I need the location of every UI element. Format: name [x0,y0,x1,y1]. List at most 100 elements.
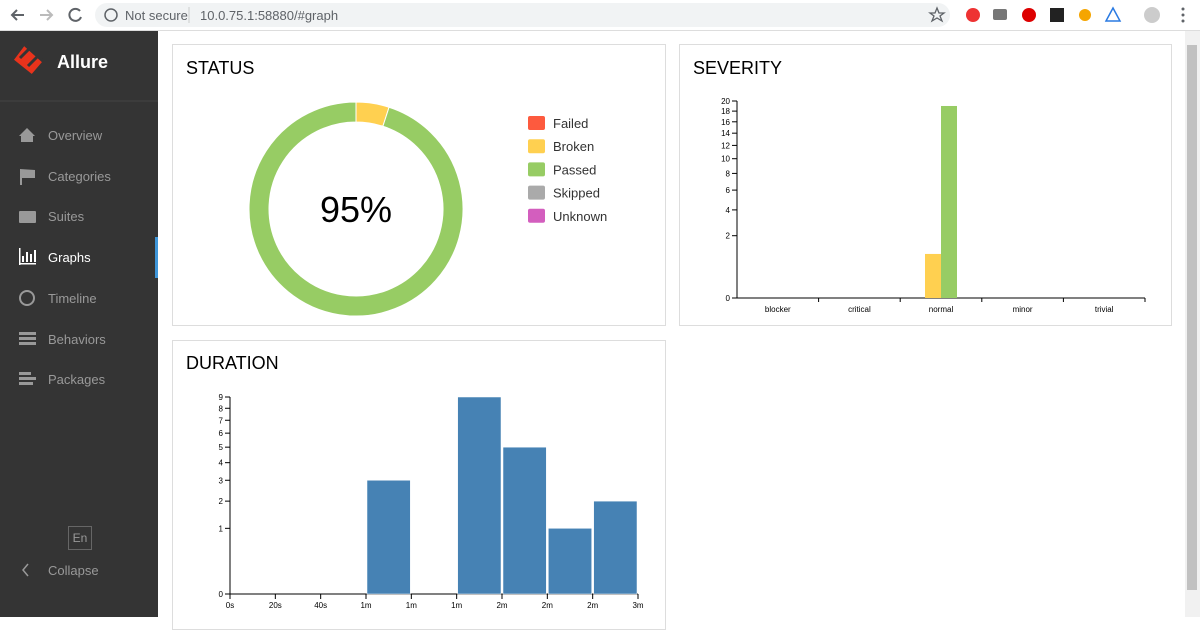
y-tick-label: 12 [721,141,730,150]
y-tick-label: 9 [219,393,224,402]
y-tick-label: 20 [721,97,730,106]
url[interactable]: 10.0.75.1:58880/#graph [200,8,339,23]
legend-label: Broken [553,139,594,154]
extension-icon[interactable] [993,9,1007,20]
donut-slice [248,101,464,317]
scrollbar-thumb[interactable] [1187,45,1197,590]
legend-swatch [528,116,545,130]
star-icon[interactable] [928,6,946,23]
x-tick-label: 3m [632,601,643,610]
x-tick-label: 1m [451,601,462,610]
y-tick-label: 2 [726,232,731,241]
menu-icon[interactable] [1181,7,1185,11]
y-tick-label: 3 [219,476,224,485]
nav-icon [19,290,35,306]
reload-icon[interactable] [68,7,82,22]
extension-icon[interactable] [1104,6,1122,22]
y-tick-label: 8 [219,404,224,413]
x-tick-label: blocker [765,305,791,314]
nav-icon [19,372,36,385]
x-tick-label: 0s [226,601,234,610]
security-label[interactable]: Not secure [125,8,188,23]
histogram-bar [502,446,547,595]
nav-icon [20,169,35,185]
nav-item[interactable]: Behaviors [48,332,106,347]
bar [941,105,957,298]
collapse-icon[interactable] [22,563,29,577]
extension-icon[interactable] [1079,9,1091,21]
y-tick-label: 0 [726,294,731,303]
x-tick-label: 2m [496,601,507,610]
nav-item[interactable]: Timeline [48,291,97,306]
x-tick-label: critical [848,305,871,314]
y-tick-label: 4 [219,459,224,468]
y-tick-label: 6 [219,429,224,438]
menu-icon[interactable] [1181,13,1185,17]
nav-item[interactable]: Overview [48,128,103,143]
y-tick-label: 4 [726,206,731,215]
x-tick-label: trivial [1095,305,1114,314]
language-button[interactable]: En [68,526,92,550]
x-tick-label: 40s [314,601,327,610]
info-icon[interactable] [104,8,118,22]
legend-label: Unknown [553,209,607,224]
active-indicator [155,237,158,278]
histogram-bar [366,480,411,595]
extension-icon[interactable] [1050,8,1064,22]
forward-icon[interactable] [40,9,54,21]
y-tick-label: 0 [219,590,224,599]
y-tick-label: 8 [726,169,731,178]
x-tick-label: 1m [406,601,417,610]
legend-label: Passed [553,162,596,177]
back-icon[interactable] [10,9,24,21]
brand[interactable]: Allure [57,52,109,72]
center-label: 95% [320,189,392,230]
y-tick-label: 2 [219,497,224,506]
legend-swatch [528,139,545,154]
y-tick-label: 1 [219,524,224,533]
nav-item[interactable]: Categories [48,169,111,184]
y-tick-label: 6 [726,186,731,195]
x-tick-label: normal [929,305,954,314]
y-tick-label: 18 [721,107,730,116]
x-tick-label: minor [1013,305,1033,314]
legend-label: Skipped [553,186,600,201]
legend-swatch [528,208,545,223]
menu-icon[interactable] [1181,19,1185,23]
y-tick-label: 5 [219,443,224,452]
collapse-button[interactable]: Collapse [48,563,99,578]
legend-label: Failed [553,116,588,131]
panel-title: STATUS [186,58,254,78]
browser-icons [10,6,946,23]
y-tick-label: 14 [721,129,730,138]
address-bar[interactable] [95,3,950,27]
nav-icon [19,128,35,142]
histogram-bar [593,500,638,595]
histogram-bar [548,528,592,595]
y-tick-label: 16 [721,118,730,127]
nav-icon [19,248,36,265]
x-tick-label: 20s [269,601,282,610]
bar [925,253,941,298]
profile-icon[interactable] [1144,7,1160,23]
y-tick-label: 7 [219,416,224,425]
x-tick-label: 2m [587,601,598,610]
nav-item[interactable]: Packages [48,372,106,387]
extension-icon[interactable] [966,8,980,22]
nav-icons [19,128,36,577]
y-tick-label: 10 [721,155,730,164]
nav-icon [19,332,36,345]
nav-icon [19,211,36,223]
nav-item[interactable]: Graphs [48,250,91,265]
logo[interactable] [9,41,47,79]
x-tick-label: 1m [360,601,371,610]
nav-item[interactable]: Suites [48,209,85,224]
overlay: STATUSFailedBrokenPassedSkippedUnknown95… [0,6,1185,610]
panel-title: SEVERITY [693,58,782,78]
legend-swatch [528,162,545,177]
extension-icon[interactable] [1022,8,1036,22]
x-tick-label: 2m [542,601,553,610]
legend-swatch [528,185,545,200]
panel-title: DURATION [186,353,279,373]
histogram-bar [457,396,502,595]
